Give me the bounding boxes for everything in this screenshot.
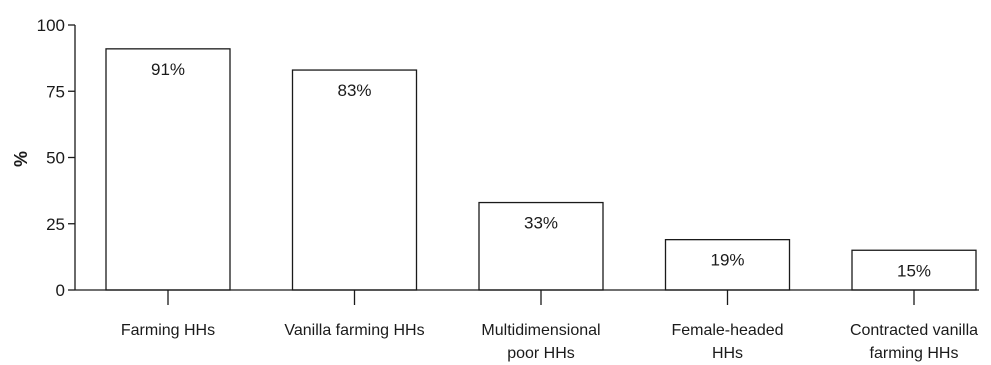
x-tick-label: Multidimensional bbox=[481, 322, 600, 339]
y-tick-label: 75 bbox=[46, 82, 65, 101]
data-label: 33% bbox=[524, 214, 558, 233]
y-axis-label: % bbox=[11, 151, 31, 167]
bars-group: 91% 83% 33% 19% 15% bbox=[105, 48, 977, 291]
y-tick-label: 100 bbox=[37, 16, 65, 35]
x-tick-label: poor HHs bbox=[507, 345, 575, 362]
x-tick-label: Contracted vanilla bbox=[850, 322, 978, 339]
bar bbox=[664, 238, 791, 291]
data-label: 15% bbox=[897, 261, 931, 280]
x-tick-label: HHs bbox=[712, 345, 743, 362]
y-tick-label: 50 bbox=[46, 149, 65, 168]
x-axis: Farming HHs Vanilla farming HHs Multidimen… bbox=[75, 289, 979, 362]
data-label: 91% bbox=[151, 60, 185, 79]
data-label: 19% bbox=[710, 251, 744, 270]
y-axis: 0 25 50 75 100 bbox=[37, 16, 76, 300]
x-tick-label: farming HHs bbox=[870, 345, 959, 362]
data-label: 83% bbox=[337, 81, 371, 100]
bar bbox=[851, 249, 977, 291]
x-tick-label: Farming HHs bbox=[121, 322, 215, 339]
bar bbox=[291, 69, 418, 291]
bar bbox=[105, 48, 231, 291]
x-tick-label: Female-headed bbox=[671, 322, 783, 339]
y-tick-label: 25 bbox=[46, 215, 65, 234]
x-tick-label: Vanilla farming HHs bbox=[284, 322, 424, 339]
y-tick-label: 0 bbox=[56, 281, 65, 300]
